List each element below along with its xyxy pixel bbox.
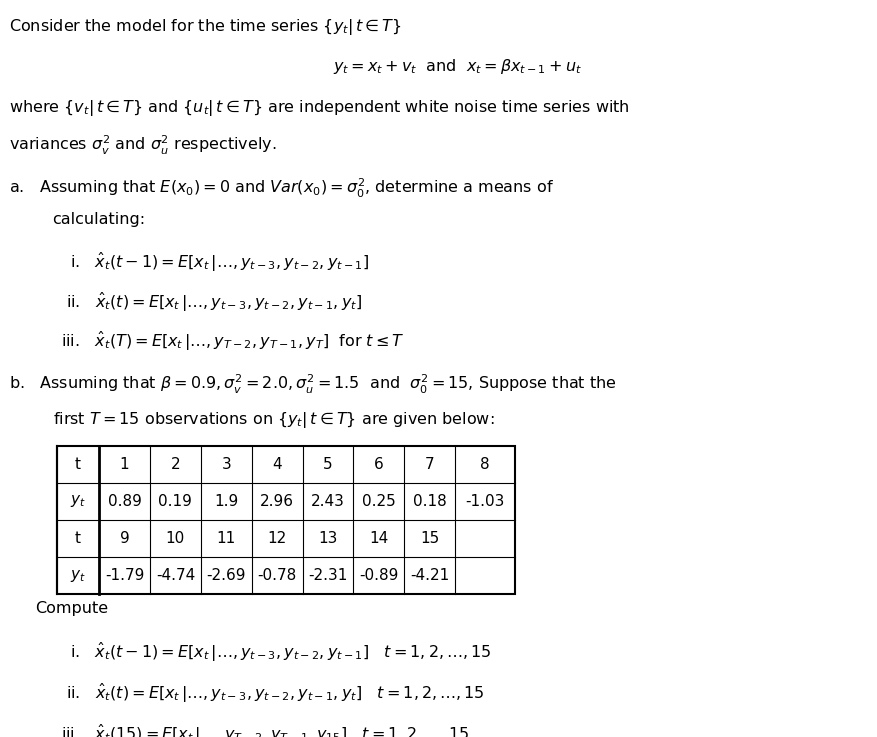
Text: iii.   $\hat{x}_t(15) = E\left[x_t\,|\ldots, y_{T-2}, y_{T-1}, y_{15}\right]$   : iii. $\hat{x}_t(15) = E\left[x_t\,|\ldot… (61, 722, 470, 737)
Text: 0.18: 0.18 (413, 494, 446, 509)
Text: $y_t$: $y_t$ (70, 567, 86, 584)
Text: $y_t = x_t + v_t$  and  $x_t = \beta x_{t-1} + u_t$: $y_t = x_t + v_t$ and $x_t = \beta x_{t-… (333, 57, 582, 76)
Text: -1.03: -1.03 (466, 494, 504, 509)
Text: iii.   $\hat{x}_t(T) = E\left[x_t\,|\ldots, y_{T-2}, y_{T-1}, y_T\right]$  for $: iii. $\hat{x}_t(T) = E\left[x_t\,|\ldots… (61, 329, 405, 353)
Text: 5: 5 (324, 457, 332, 472)
Text: 9: 9 (119, 531, 130, 546)
Text: 4: 4 (273, 457, 282, 472)
Text: 1: 1 (120, 457, 129, 472)
Text: 0.19: 0.19 (159, 494, 192, 509)
Text: b.   Assuming that $\beta = 0.9, \sigma_v^2 = 2.0, \sigma_u^2 = 1.5$  and  $\sig: b. Assuming that $\beta = 0.9, \sigma_v^… (9, 373, 617, 396)
Text: 7: 7 (425, 457, 434, 472)
Text: i.   $\hat{x}_t(t-1) = E\left[x_t\,|\ldots, y_{t-3}, y_{t-2}, y_{t-1}\right]$   : i. $\hat{x}_t(t-1) = E\left[x_t\,|\ldots… (70, 641, 492, 665)
Text: Compute: Compute (35, 601, 108, 616)
Text: 1.9: 1.9 (214, 494, 239, 509)
Text: ii.   $\hat{x}_t(t) = E\left[x_t\,|\ldots, y_{t-3}, y_{t-2}, y_{t-1}, y_t\right]: ii. $\hat{x}_t(t) = E\left[x_t\,|\ldots,… (66, 290, 362, 313)
Text: -4.74: -4.74 (156, 568, 195, 583)
Text: 12: 12 (267, 531, 287, 546)
Text: 3: 3 (221, 457, 232, 472)
Text: 0.89: 0.89 (108, 494, 141, 509)
Text: t: t (75, 457, 81, 472)
Text: 0.25: 0.25 (362, 494, 396, 509)
Text: $y_t$: $y_t$ (70, 493, 86, 509)
Text: -1.79: -1.79 (105, 568, 144, 583)
Text: Consider the model for the time series $\{y_t|\, t \in T\}$: Consider the model for the time series $… (9, 16, 402, 37)
Text: first $T = 15$ observations on $\{y_t|\, t \in T\}$ are given below:: first $T = 15$ observations on $\{y_t|\,… (53, 410, 494, 430)
Text: t: t (75, 531, 81, 546)
Text: a.   Assuming that $E(x_0) = 0$ and $\mathit{Var}(x_0) = \sigma_0^2$, determine : a. Assuming that $E(x_0) = 0$ and $\math… (9, 176, 553, 200)
Text: -0.89: -0.89 (360, 568, 398, 583)
Text: 14: 14 (369, 531, 389, 546)
Text: 2.43: 2.43 (311, 494, 345, 509)
Text: -4.21: -4.21 (410, 568, 449, 583)
Text: 10: 10 (166, 531, 185, 546)
Text: 2.96: 2.96 (260, 494, 294, 509)
Text: i.   $\hat{x}_t(t-1) = E\left[x_t\,|\ldots, y_{t-3}, y_{t-2}, y_{t-1}\right]$: i. $\hat{x}_t(t-1) = E\left[x_t\,|\ldots… (70, 251, 369, 274)
Text: 11: 11 (217, 531, 236, 546)
Text: variances $\sigma_v^2$ and $\sigma_u^2$ respectively.: variances $\sigma_v^2$ and $\sigma_u^2$ … (9, 133, 276, 157)
Text: 6: 6 (374, 457, 384, 472)
Text: calculating:: calculating: (53, 212, 146, 227)
Text: 15: 15 (420, 531, 439, 546)
Text: -2.31: -2.31 (309, 568, 347, 583)
Text: 13: 13 (318, 531, 338, 546)
Text: ii.   $\hat{x}_t(t) = E\left[x_t\,|\ldots, y_{t-3}, y_{t-2}, y_{t-1}, y_t\right]: ii. $\hat{x}_t(t) = E\left[x_t\,|\ldots,… (66, 682, 484, 705)
Text: where $\{v_t|\, t \in T\}$ and $\{u_t|\, t \in T\}$ are independent white noise : where $\{v_t|\, t \in T\}$ and $\{u_t|\,… (9, 98, 630, 118)
Text: -2.69: -2.69 (206, 568, 246, 583)
Text: -0.78: -0.78 (258, 568, 296, 583)
Text: 8: 8 (481, 457, 489, 472)
Text: 2: 2 (171, 457, 180, 472)
